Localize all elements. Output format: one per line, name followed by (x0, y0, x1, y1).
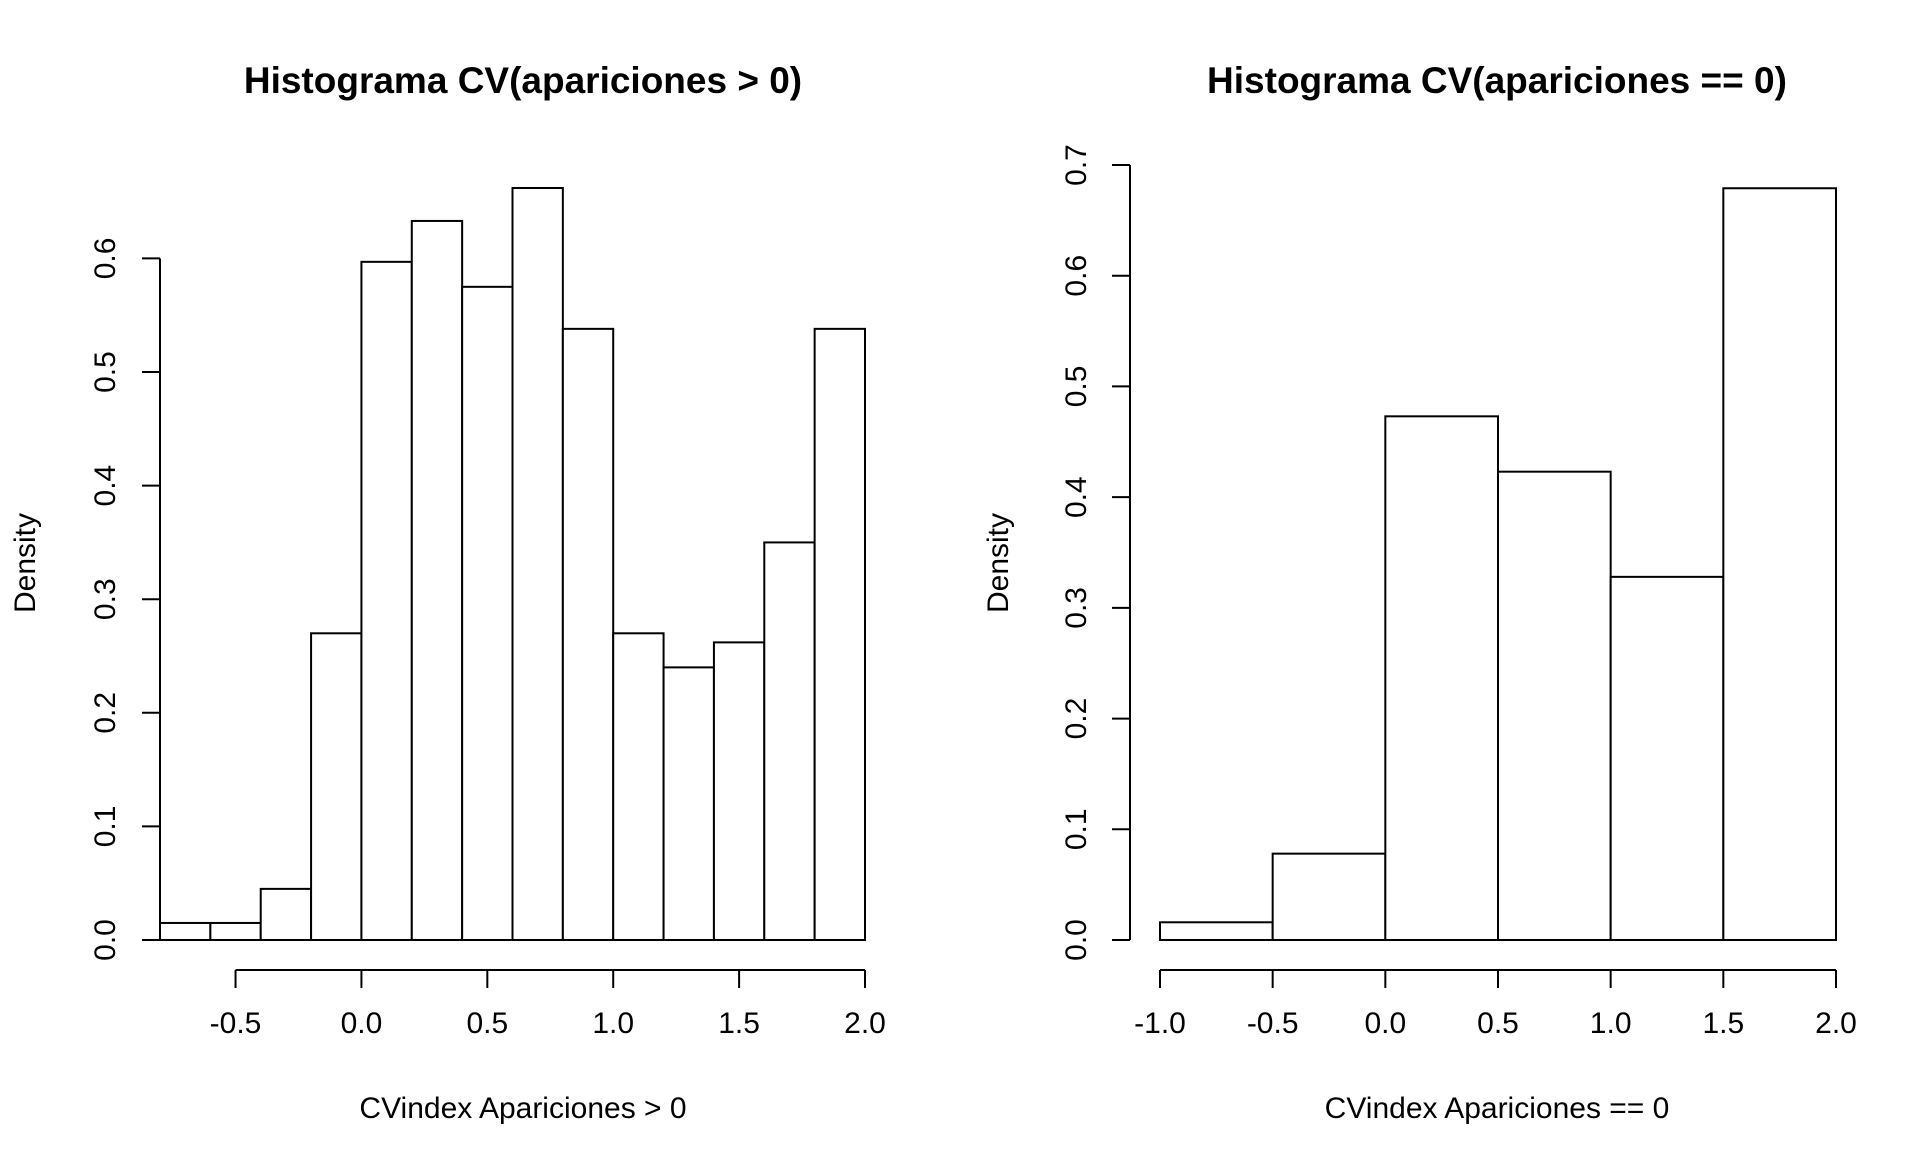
x-tick-label: -0.5 (210, 1007, 262, 1040)
x-tick-label: 1.0 (592, 1007, 634, 1040)
x-tick-label: 1.5 (1702, 1007, 1744, 1040)
x-tick-label: 1.5 (718, 1007, 760, 1040)
histogram-bar (612, 632, 665, 941)
histogram-bar (209, 921, 262, 942)
y-tick-label: 0.2 (1060, 698, 1093, 740)
histogram-panel-right: Histograma CV(apariciones == 0) CVindex … (982, 60, 1857, 1125)
x-axis-label: CVindex Apariciones == 0 (1325, 1092, 1670, 1125)
y-tick-label: 0.5 (89, 351, 122, 393)
y-tick-label: 0.6 (89, 238, 122, 280)
histogram-bar (159, 921, 212, 942)
histogram-bar (1159, 921, 1274, 941)
y-axis: 0.0 0.1 0.2 0.3 0.4 0.5 0.6 0.7 (1060, 144, 1131, 961)
x-axis-label: CVindex Apariciones > 0 (359, 1092, 686, 1125)
histogram-bar (712, 641, 766, 941)
x-tick-label: 0.0 (341, 1007, 383, 1040)
y-tick-label: 0.4 (89, 465, 122, 507)
bar-group (159, 187, 867, 942)
y-tick-label: 0.6 (1060, 255, 1093, 297)
x-tick-label: 0.5 (1477, 1007, 1519, 1040)
x-axis: -1.0 -0.5 0.0 0.5 1.0 1.5 2.0 (1134, 969, 1857, 1040)
histogram-bar (1609, 575, 1725, 941)
histogram-bar (410, 219, 464, 941)
histogram-bar (461, 285, 514, 941)
histogram-bar (1384, 415, 1500, 942)
histogram-bar (360, 260, 413, 941)
y-tick-label: 0.7 (1060, 144, 1093, 186)
y-tick-label: 0.3 (89, 578, 122, 620)
chart-title: Histograma CV(apariciones > 0) (244, 60, 802, 101)
histogram-bar (511, 187, 564, 941)
x-tick-label: -0.5 (1247, 1007, 1299, 1040)
y-tick-label: 0.4 (1060, 476, 1093, 518)
x-tick-label: -1.0 (1134, 1007, 1186, 1040)
y-axis: 0.0 0.1 0.2 0.3 0.4 0.5 0.6 (89, 238, 161, 961)
histogram-bar (1722, 187, 1838, 941)
x-tick-label: 2.0 (1815, 1007, 1857, 1040)
y-tick-label: 0.1 (1060, 808, 1093, 850)
histogram-bar (310, 632, 363, 941)
y-tick-label: 0.0 (89, 919, 122, 961)
y-tick-label: 0.1 (89, 806, 122, 848)
histogram-bar (1497, 470, 1612, 941)
histogram-panel-left: Histograma CV(apariciones > 0) CVindex A… (9, 60, 886, 1125)
chart-title: Histograma CV(apariciones == 0) (1207, 60, 1787, 101)
y-tick-label: 0.5 (1060, 366, 1093, 408)
x-tick-label: 1.0 (1590, 1007, 1632, 1040)
x-tick-label: 0.0 (1364, 1007, 1406, 1040)
x-axis: -0.5 0.0 0.5 1.0 1.5 2.0 (210, 969, 886, 1040)
y-axis-label: Density (982, 513, 1015, 613)
y-tick-label: 0.0 (1060, 919, 1093, 961)
histogram-bar (763, 541, 816, 941)
y-tick-label: 0.3 (1060, 587, 1093, 629)
x-tick-label: 2.0 (844, 1007, 886, 1040)
x-tick-label: 0.5 (466, 1007, 508, 1040)
histogram-bar (259, 887, 313, 942)
bar-group (1159, 187, 1838, 942)
y-tick-label: 0.2 (89, 692, 122, 734)
y-axis-label: Density (9, 513, 42, 613)
histogram-bar (561, 327, 615, 941)
histogram-bar (662, 666, 715, 941)
histogram-bar (813, 327, 867, 941)
histogram-bar (1271, 852, 1387, 942)
